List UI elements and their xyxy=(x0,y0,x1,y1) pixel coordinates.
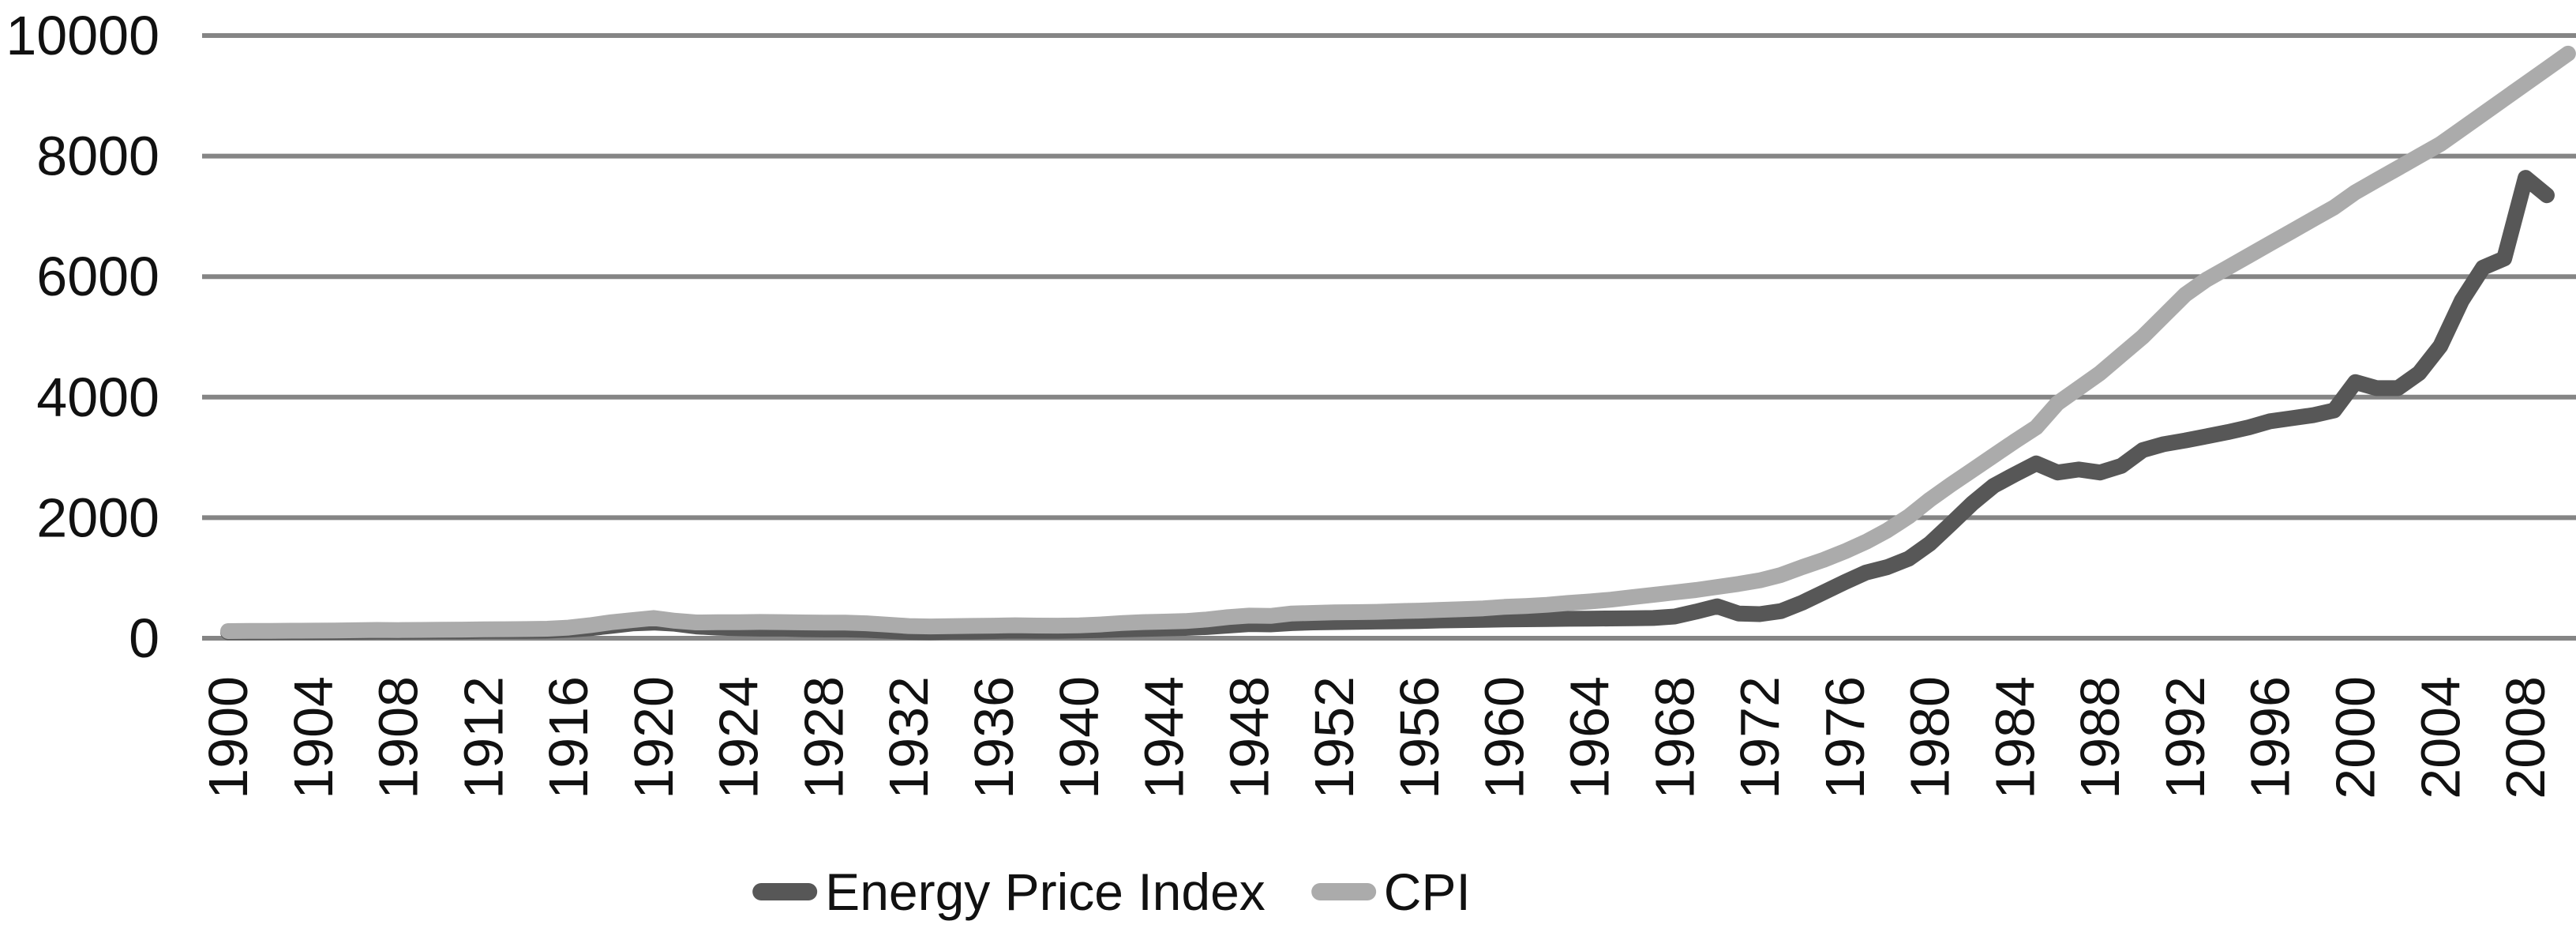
x-tick-label-1932: 1932 xyxy=(878,676,939,799)
cpi-line-swatch-icon xyxy=(1310,883,1376,900)
x-axis-labels: 1900 1904 1908 1912 1916 1920 1924 1928 1932 1936… xyxy=(197,676,2556,799)
x-tick-label-1924: 1924 xyxy=(708,676,770,799)
x-tick-label-1984: 1984 xyxy=(1984,676,2045,799)
x-tick-label-1956: 1956 xyxy=(1389,676,1450,799)
energy-line-swatch-icon xyxy=(752,883,818,900)
legend-item-energy-price-index: Energy Price Index xyxy=(752,866,1266,918)
x-tick-label-1996: 1996 xyxy=(2240,676,2301,799)
x-tick-label-1988: 1988 xyxy=(2069,676,2131,799)
y-axis-labels: 0 2000 4000 6000 8000 10000 xyxy=(6,5,159,669)
x-tick-label-1908: 1908 xyxy=(368,676,429,799)
x-tick-label-1912: 1912 xyxy=(452,676,514,799)
x-tick-label-1972: 1972 xyxy=(1729,676,1790,799)
y-tick-label-0: 0 xyxy=(129,607,159,669)
series-line-energy-price-index xyxy=(220,170,2555,641)
x-tick-label-1944: 1944 xyxy=(1134,676,1195,799)
x-tick-label-1964: 1964 xyxy=(1558,676,1620,799)
legend-label-cpi: CPI xyxy=(1383,863,1471,921)
x-tick-label-1960: 1960 xyxy=(1474,676,1535,799)
x-tick-label-1928: 1928 xyxy=(793,676,854,799)
x-tick-label-1980: 1980 xyxy=(1899,676,1961,799)
legend-item-cpi: CPI xyxy=(1310,863,1471,921)
series-line-cpi xyxy=(220,45,2576,639)
x-tick-label-1940: 1940 xyxy=(1048,676,1110,799)
x-tick-label-1992: 1992 xyxy=(2154,676,2216,799)
x-tick-label-1920: 1920 xyxy=(623,676,684,799)
y-tick-label-4000: 4000 xyxy=(36,367,159,428)
x-tick-label-2000: 2000 xyxy=(2325,676,2387,799)
x-tick-label-1916: 1916 xyxy=(538,676,599,799)
x-tick-label-1976: 1976 xyxy=(1814,676,1876,799)
x-tick-label-1948: 1948 xyxy=(1218,676,1280,799)
y-tick-label-6000: 6000 xyxy=(36,246,159,307)
x-tick-label-1936: 1936 xyxy=(963,676,1025,799)
legend-label-energy-price-index: Energy Price Index xyxy=(825,863,1266,921)
y-tick-label-2000: 2000 xyxy=(36,487,159,548)
x-tick-label-1968: 1968 xyxy=(1644,676,1705,799)
x-tick-label-1952: 1952 xyxy=(1303,676,1365,799)
y-tick-label-8000: 8000 xyxy=(36,126,159,187)
x-tick-label-1900: 1900 xyxy=(197,676,259,799)
chart-legend: Energy Price Index CPI xyxy=(752,866,1471,918)
x-tick-label-1904: 1904 xyxy=(283,676,344,799)
gridlines xyxy=(202,33,2576,641)
x-tick-label-2008: 2008 xyxy=(2495,676,2556,799)
y-tick-label-10000: 10000 xyxy=(6,5,159,66)
x-tick-label-2004: 2004 xyxy=(2409,676,2471,799)
